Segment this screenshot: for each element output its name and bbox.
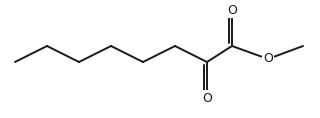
Text: O: O (227, 4, 237, 17)
Text: O: O (202, 91, 212, 105)
Text: O: O (263, 53, 273, 65)
